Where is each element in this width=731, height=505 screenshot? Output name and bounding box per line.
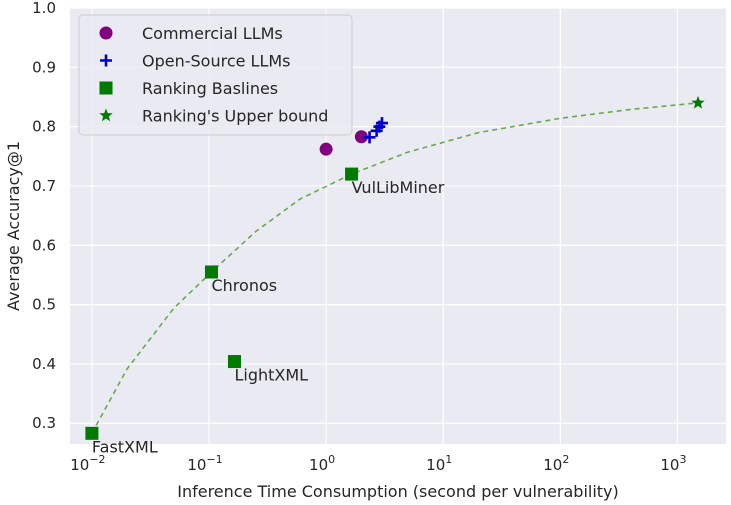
y-tick-labels: 0.3 0.4 0.5 0.6 0.7 0.8 0.9 1.0 — [32, 0, 56, 432]
x-tick-label: 101 — [426, 453, 452, 474]
data-point — [319, 142, 333, 156]
legend-label: Commercial LLMs — [142, 24, 283, 43]
x-tick-label: 103 — [660, 453, 686, 474]
point-label: VulLibMiner — [352, 178, 445, 197]
x-axis-label: Inference Time Consumption (second per v… — [177, 482, 619, 501]
point-label: Chronos — [211, 276, 277, 295]
y-tick-label: 0.5 — [32, 296, 56, 314]
point-label: FastXML — [92, 437, 158, 456]
data-point — [227, 355, 241, 369]
data-points — [85, 95, 705, 440]
legend: Commercial LLMs Open-Source LLMs Ranking B… — [78, 14, 353, 136]
data-point — [691, 95, 705, 109]
y-tick-label: 1.0 — [32, 0, 56, 17]
y-tick-label: 0.6 — [32, 236, 56, 254]
legend-label: Ranking's Upper bound — [142, 107, 328, 126]
x-tick-label: 10−1 — [187, 453, 222, 474]
data-point — [345, 167, 359, 181]
legend-marker — [99, 26, 113, 40]
x-tick-label: 102 — [543, 453, 569, 474]
y-tick-label: 0.4 — [32, 355, 56, 373]
point-annotations: FastXML Chronos LightXML VulLibMiner — [92, 178, 445, 456]
data-point — [85, 426, 99, 440]
data-point — [375, 117, 388, 130]
point-label: LightXML — [234, 366, 308, 385]
legend-box — [78, 14, 353, 136]
legend-label: Ranking Baslines — [142, 79, 278, 98]
y-tick-label: 0.8 — [32, 118, 56, 136]
legend-marker — [99, 81, 113, 95]
y-tick-label: 0.7 — [32, 177, 56, 195]
x-tick-label: 100 — [309, 453, 335, 474]
x-tick-label: 10−2 — [70, 453, 105, 474]
y-tick-label: 0.3 — [32, 414, 56, 432]
trend-curve — [91, 102, 699, 434]
legend-label: Open-Source LLMs — [142, 52, 291, 71]
data-point — [354, 130, 368, 144]
legend-marker — [99, 108, 113, 122]
y-axis-label: Average Accuracy@1 — [4, 141, 23, 311]
y-tick-label: 0.9 — [32, 58, 56, 76]
legend-marker — [100, 54, 112, 67]
x-tick-labels: 10−2 10−1 100 101 102 103 — [70, 453, 686, 474]
data-point — [363, 131, 376, 144]
data-point — [204, 265, 218, 279]
